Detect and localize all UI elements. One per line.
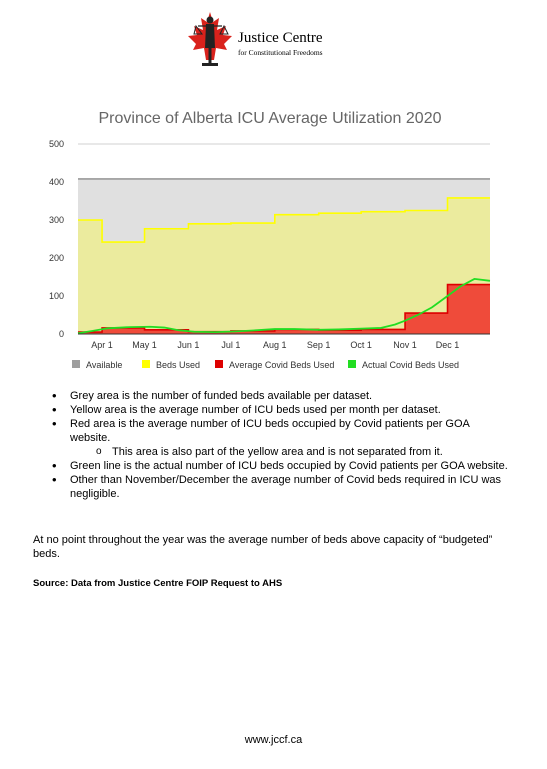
bullet-list: Grey area is the number of funded beds a… — [52, 389, 512, 501]
chart-title: Province of Alberta ICU Average Utilizat… — [98, 110, 442, 127]
legend-swatch — [215, 360, 223, 368]
legend-label: Available — [86, 360, 122, 370]
x-tick-label: Dec 1 — [436, 340, 460, 350]
y-tick-label: 0 — [59, 329, 64, 339]
legend-label: Actual Covid Beds Used — [362, 360, 459, 370]
footer-url: www.jccf.ca — [244, 734, 303, 746]
bullet-item: Yellow area is the average number of ICU… — [52, 403, 512, 417]
bullet-item: Other than November/December the average… — [52, 473, 512, 501]
x-tick-label: Oct 1 — [350, 340, 372, 350]
legend-label: Beds Used — [156, 360, 200, 370]
org-tagline: for Constitutional Freedoms — [238, 48, 323, 57]
average-covid-beds-used-area — [78, 284, 490, 334]
beds-used-area — [78, 197, 490, 334]
x-tick-label: Jun 1 — [177, 340, 199, 350]
y-tick-label: 400 — [49, 177, 64, 187]
org-name: Justice Centre — [238, 30, 323, 46]
chart-plot: 0 100 200 300 400 500 Apr 1 May 1 Jun 1 Jul 1 Aug … — [49, 139, 491, 370]
jccf-logo: Justice Centre for Constitutional Freedo… — [186, 8, 356, 70]
x-tick-label: May 1 — [132, 340, 157, 350]
actual-covid-beds-used-line — [77, 277, 491, 335]
y-tick-label: 100 — [49, 291, 64, 301]
justice-maple-leaf-icon — [188, 12, 232, 66]
bullet-item: Grey area is the number of funded beds a… — [52, 389, 512, 403]
icu-utilization-chart: Province of Alberta ICU Average Utilizat… — [30, 100, 510, 385]
y-tick-label: 200 — [49, 253, 64, 263]
legend-swatch — [348, 360, 356, 368]
summary-paragraph: At no point throughout the year was the … — [33, 534, 493, 560]
source-note: Source: Data from Justice Centre FOIP Re… — [33, 578, 283, 589]
legend-swatch — [142, 360, 150, 368]
legend-label: Average Covid Beds Used — [229, 360, 334, 370]
x-tick-label: Apr 1 — [91, 340, 113, 350]
bullet-item: Red area is the average number of ICU be… — [52, 417, 512, 445]
beds-used-line — [78, 197, 490, 243]
legend-swatch — [72, 360, 80, 368]
average-covid-beds-used-line — [78, 283, 490, 333]
x-tick-label: Jul 1 — [221, 340, 240, 350]
sub-bullet-item: This area is also part of the yellow are… — [52, 445, 512, 459]
y-tick-label: 500 — [49, 139, 64, 149]
x-tick-label: Nov 1 — [393, 340, 417, 350]
x-tick-label: Sep 1 — [307, 340, 331, 350]
x-tick-label: Aug 1 — [263, 340, 287, 350]
y-tick-label: 300 — [49, 215, 64, 225]
bullet-item: Green line is the actual number of ICU b… — [52, 459, 512, 473]
